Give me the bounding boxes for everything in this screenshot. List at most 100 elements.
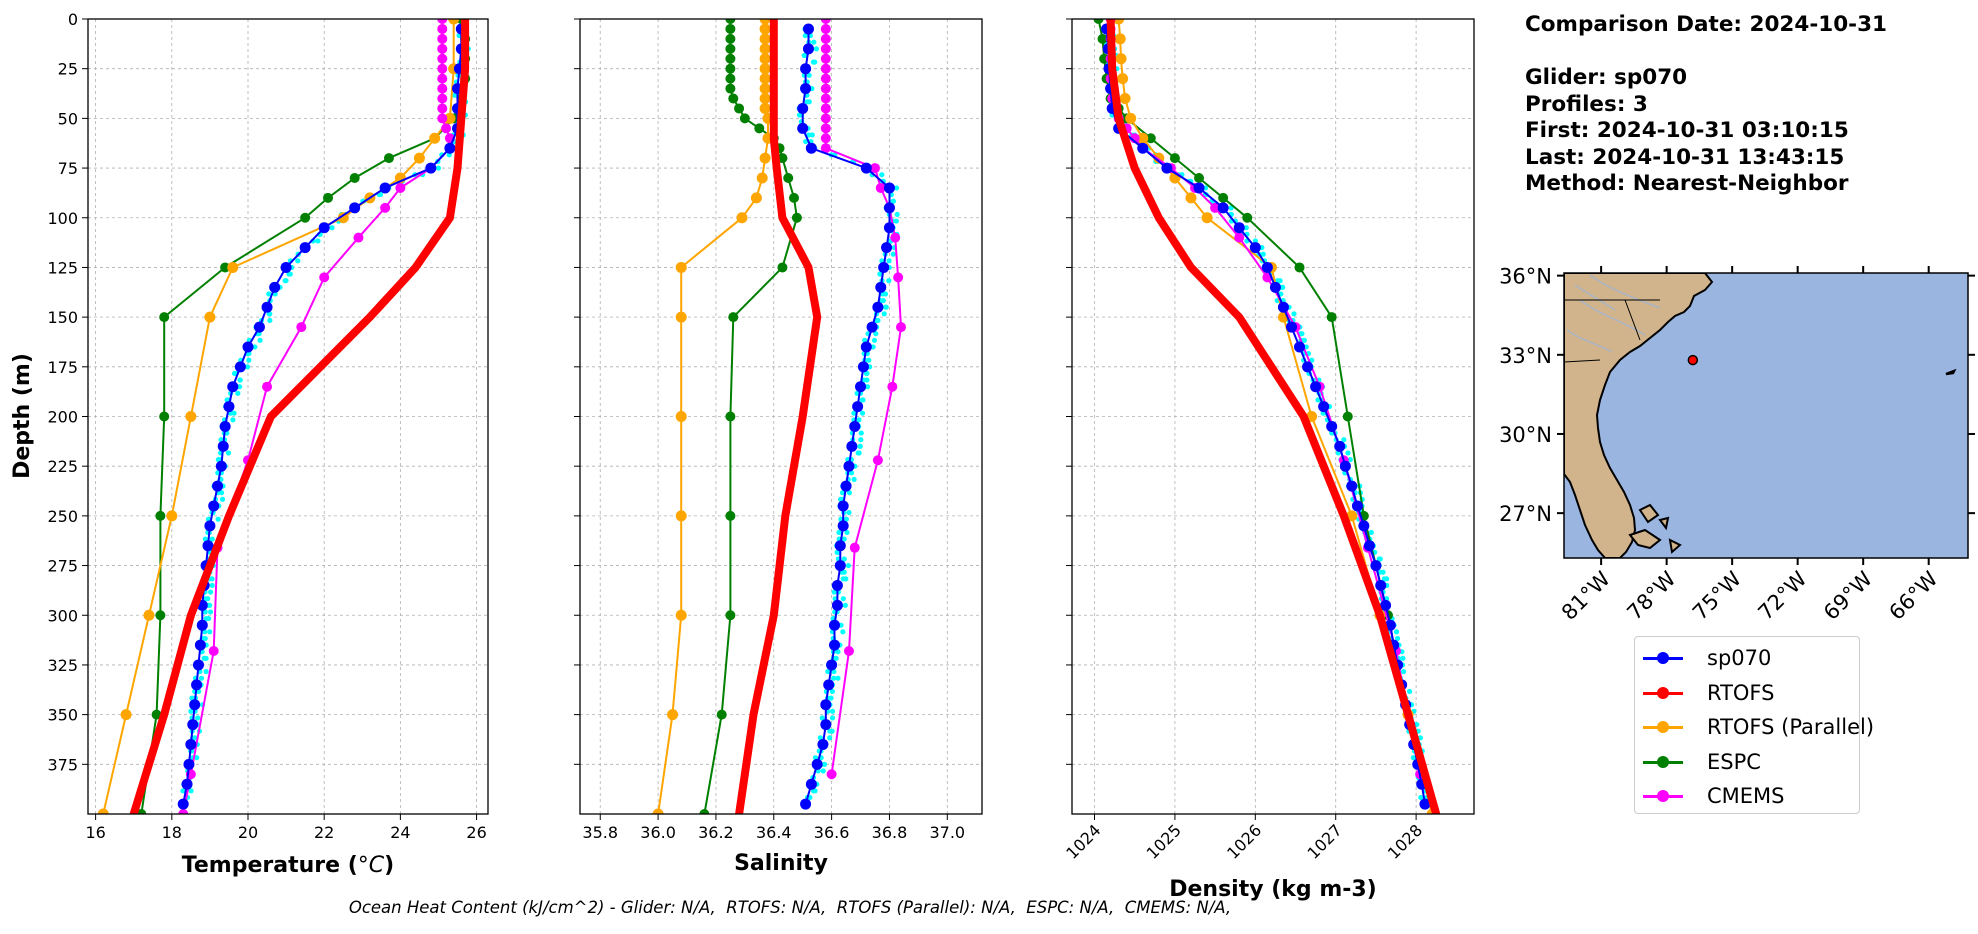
salinity-panel: 35.8 36.0 36.2 36.4 36.6 36.8 37.0 <box>574 18 983 842</box>
data-point <box>759 152 771 164</box>
data-point <box>800 63 812 75</box>
glider-raw-point <box>252 344 258 350</box>
data-point <box>253 321 265 333</box>
data-point <box>783 173 794 183</box>
data-point <box>448 19 460 25</box>
data-point <box>797 122 809 134</box>
data-point <box>826 659 838 671</box>
y-tick-label: 225 <box>47 457 78 476</box>
glider-raw-point <box>1260 251 1266 257</box>
map-frame <box>1563 272 1969 559</box>
x-tick-label: 1024 <box>1062 821 1104 863</box>
glider-raw-point <box>833 655 839 661</box>
data-point <box>212 480 224 492</box>
series-line <box>1106 19 1441 814</box>
glider-raw-point <box>860 397 866 403</box>
legend-marker-swatch <box>1657 652 1669 664</box>
data-point <box>323 192 333 203</box>
glider-raw-point <box>870 344 876 350</box>
data-point <box>893 272 904 283</box>
glider-raw-point <box>893 185 900 191</box>
data-point <box>204 311 216 323</box>
temperature-axis-label: Temperature (°C) <box>182 853 394 878</box>
glider-raw-point <box>451 92 458 98</box>
data-point <box>437 93 448 104</box>
glider-raw-point <box>829 715 836 721</box>
plot-area <box>1093 19 1441 814</box>
data-point <box>151 709 162 720</box>
glider-raw-point <box>825 668 831 675</box>
data-point <box>349 173 360 183</box>
series-line <box>182 27 463 806</box>
data-point <box>860 162 872 174</box>
data-point <box>379 182 391 194</box>
data-point <box>296 322 307 333</box>
glider-raw-point <box>1400 668 1407 675</box>
data-point <box>820 53 831 64</box>
legend-marker-swatch <box>1657 721 1669 733</box>
info-line: Comparison Date: 2024-10-31 <box>1525 12 1888 37</box>
data-point <box>831 579 843 591</box>
info-line: First: 2024-10-31 03:10:15 <box>1525 118 1849 143</box>
glider-raw-point <box>882 304 889 310</box>
data-point <box>318 222 330 234</box>
glider-raw-point <box>864 370 870 377</box>
x-tick-label: 36.0 <box>640 823 676 842</box>
data-point <box>725 83 736 94</box>
series-line <box>129 19 470 814</box>
glider-raw-point <box>209 536 215 542</box>
glider-raw-point <box>840 629 846 635</box>
data-point <box>750 192 762 204</box>
data-point <box>855 381 867 393</box>
data-point <box>223 401 235 413</box>
x-tick-label: 24 <box>390 823 410 842</box>
data-point <box>395 182 406 193</box>
data-point <box>1115 53 1127 65</box>
location-map <box>1564 273 1968 558</box>
data-point <box>1419 798 1431 810</box>
data-point <box>1125 112 1137 124</box>
data-point <box>1242 212 1253 223</box>
data-point <box>215 460 227 472</box>
glider-raw-point <box>215 456 221 463</box>
legend-marker-swatch <box>1657 790 1669 802</box>
x-tick-label: 20 <box>238 823 258 842</box>
glider-raw-point <box>207 609 214 615</box>
data-point <box>802 43 814 55</box>
data-point <box>1326 420 1338 432</box>
legend-label: CMEMS <box>1707 784 1785 808</box>
y-ticks <box>1066 18 1072 765</box>
data-point <box>185 738 197 750</box>
glider-raw-point <box>329 225 335 231</box>
glider-raw-point <box>207 629 213 635</box>
temperature-panel: 16 18 20 22 24 26 0 25 50 75 100 125 150 175 200 225 250… <box>47 10 489 842</box>
glider-raw-point <box>1243 225 1249 231</box>
glider-raw-point <box>1280 284 1286 290</box>
x-ticks: 1024 1025 1026 1027 1028 <box>1062 814 1426 863</box>
data-point <box>805 778 817 790</box>
data-point <box>1119 93 1131 104</box>
x-tick-label: 16 <box>85 823 105 842</box>
legend-item: ESPC <box>1635 745 1859 780</box>
data-point <box>820 93 831 104</box>
data-point <box>1351 500 1363 512</box>
data-point <box>1117 73 1129 85</box>
data-point <box>820 83 831 94</box>
data-point <box>353 232 364 243</box>
glider-location-marker <box>1687 354 1699 366</box>
data-point <box>881 242 893 254</box>
legend-marker-swatch <box>1657 755 1669 768</box>
data-point <box>725 19 736 24</box>
series-rtofs-parallel <box>1113 19 1438 814</box>
glider-raw-point <box>1407 688 1413 695</box>
data-point <box>675 261 687 273</box>
salinity-axis-label: Salinity <box>734 851 828 876</box>
legend: sp070 RTOFS RTOFS (Parallel) ESPC CMEMS <box>1634 636 1874 814</box>
glider-raw-point <box>1347 456 1353 463</box>
data-point <box>754 123 765 134</box>
data-point <box>1114 33 1126 45</box>
glider-raw-point <box>246 357 252 363</box>
data-point <box>155 610 166 621</box>
glider-raw-point <box>194 755 200 761</box>
data-point <box>675 510 687 522</box>
